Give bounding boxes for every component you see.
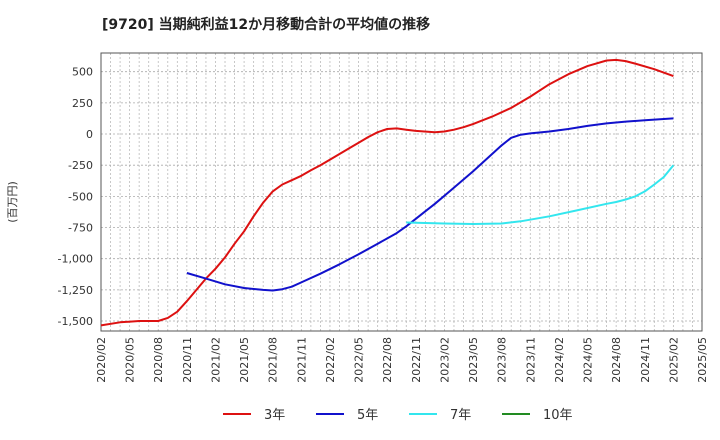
legend-label: 5年 xyxy=(357,408,378,423)
series-line-3年 xyxy=(100,58,674,327)
x-tick-label: 2020/11 xyxy=(181,337,194,383)
y-tick-label: -250 xyxy=(68,159,93,172)
series-layer xyxy=(100,58,675,327)
x-tick-label: 2023/05 xyxy=(467,337,480,383)
legend-label: 7年 xyxy=(450,408,471,423)
x-tick-label: 2020/02 xyxy=(95,337,108,383)
x-tick-label: 2020/05 xyxy=(124,337,137,383)
legend-label: 3年 xyxy=(264,408,285,423)
x-tick-label: 2021/08 xyxy=(267,337,280,383)
x-tick-label: 2023/02 xyxy=(438,337,451,383)
x-tick-label: 2022/08 xyxy=(381,337,394,383)
y-tick-label: -750 xyxy=(68,222,93,235)
x-tick-label: 2022/05 xyxy=(353,337,366,383)
y-tick-label: 500 xyxy=(72,66,93,79)
plot-area xyxy=(101,53,702,331)
x-tick-label: 2021/11 xyxy=(295,337,308,383)
y-tick-label: -1,250 xyxy=(58,284,93,297)
x-tick-label: 2023/11 xyxy=(524,337,537,383)
x-tick-label: 2025/02 xyxy=(667,337,680,383)
x-axis-ticks: 2020/02 2020/05 2020/08 2020/11 2021/02 2021/… xyxy=(95,337,709,383)
y-tick-label: -1,000 xyxy=(58,253,93,266)
y-gridlines xyxy=(101,71,702,322)
chart-title: [9720] 当期純利益12か月移動合計の平均値の推移 xyxy=(102,16,430,33)
x-tick-label: 2021/02 xyxy=(209,337,222,383)
x-tick-label: 2025/05 xyxy=(696,337,709,383)
x-tick-label: 2024/02 xyxy=(553,337,566,383)
x-tick-label: 2023/08 xyxy=(496,337,509,383)
y-axis-label: (百万円) xyxy=(6,181,19,223)
x-tick-label: 2020/08 xyxy=(152,337,165,383)
x-tick-label: 2024/11 xyxy=(639,337,652,383)
series-line-5年 xyxy=(186,117,674,292)
series-line-7年 xyxy=(406,164,675,225)
x-tick-label: 2024/05 xyxy=(582,337,595,383)
x-tick-label: 2022/02 xyxy=(324,337,337,383)
x-tick-label: 2021/05 xyxy=(238,337,251,383)
y-tick-label: -500 xyxy=(68,190,93,203)
y-tick-label: -1,500 xyxy=(58,315,93,328)
x-tick-label: 2022/11 xyxy=(410,337,423,383)
legend-label: 10年 xyxy=(543,408,573,423)
x-tick-label: 2024/08 xyxy=(610,337,623,383)
y-axis-ticks: 500 250 0 -250 -500 -750 -1,000 -1,250 -1,500 xyxy=(58,66,93,328)
y-tick-label: 250 xyxy=(72,97,93,110)
plot-border xyxy=(100,52,703,332)
y-tick-label: 0 xyxy=(86,128,93,141)
legend: 3年 5年 7年 10年 xyxy=(223,408,573,423)
